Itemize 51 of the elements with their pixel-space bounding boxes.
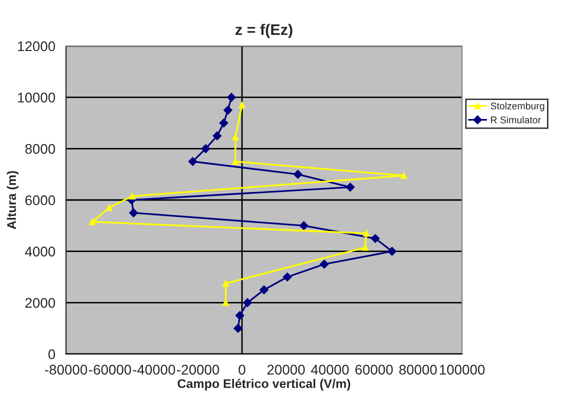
y-tick-label: 10000 [18,92,56,103]
point [320,260,329,269]
point [201,144,210,154]
x-tick-label: -60000 [88,364,132,375]
x-tick-label: 40000 [311,364,349,375]
point [346,182,355,192]
point [212,131,222,140]
y-axis-title: Altura (m) [6,171,18,230]
y-tick-label: 8000 [25,144,56,154]
x-tick-label: -40000 [132,364,176,375]
y-tick-label: 2000 [25,298,56,308]
point [363,230,370,237]
point [219,118,228,128]
point [223,106,232,115]
x-tick-label: -80000 [44,364,88,375]
point [400,172,407,179]
point [260,285,268,294]
x-tick-label: 80000 [399,364,437,375]
point [370,234,380,243]
point [238,102,246,108]
point [235,311,244,320]
x-axis-title: Campo Elétrico vertical (V/m) [178,378,350,391]
point [222,299,230,306]
point [388,246,396,256]
point [232,158,239,165]
x-tick-label: 100000 [440,364,485,375]
point [362,244,368,251]
x-tick-label: 20000 [267,364,305,375]
x-tick-label: 0 [238,364,246,375]
point [243,298,252,308]
point [129,208,138,218]
x-tick-label: 60000 [355,364,393,375]
legend-label: R Simulator [491,116,541,124]
chart-title: z = f(Ez) [236,24,292,38]
point [282,272,292,282]
y-tick-label: 6000 [25,195,56,206]
point [222,280,230,287]
y-tick-label: 12000 [18,41,56,52]
point [234,324,242,333]
point [299,221,308,230]
point [188,157,198,166]
x-tick-label: -20000 [176,364,220,375]
point [226,92,236,102]
y-tick-label: 4000 [25,246,56,257]
point [89,218,96,226]
point [293,170,302,179]
point [232,134,239,140]
y-tick-label: 0 [48,349,56,360]
point [128,192,136,200]
point [106,204,112,211]
legend-label: Stolzemburg [490,102,544,112]
